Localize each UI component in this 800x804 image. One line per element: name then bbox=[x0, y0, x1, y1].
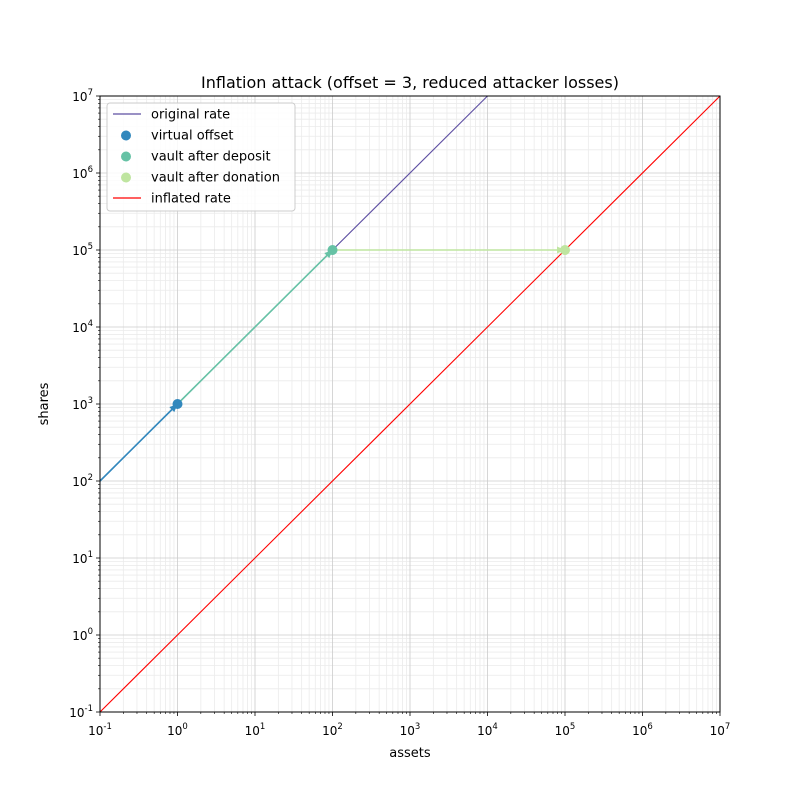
ticks: 10-1 100 101 102 103 104 105 106 107 10-1 100 101 10… bbox=[69, 88, 730, 738]
y-tick-label: 106 bbox=[72, 165, 93, 181]
legend-swatch-marker bbox=[121, 130, 131, 141]
legend-swatch-marker bbox=[121, 172, 131, 183]
x-tick-label: 104 bbox=[477, 722, 498, 738]
x-tick-label: 100 bbox=[167, 722, 188, 738]
y-tick-label: 107 bbox=[72, 88, 93, 104]
series-line-inflated-rate bbox=[99, 95, 721, 713]
legend-swatch-marker bbox=[121, 151, 131, 162]
point-vault-after-donation bbox=[560, 245, 570, 255]
y-tick-label: 103 bbox=[72, 396, 93, 412]
y-axis-label: shares bbox=[37, 382, 52, 425]
chart-title: Inflation attack (offset = 3, reduced at… bbox=[201, 73, 619, 92]
legend-box bbox=[106, 102, 296, 212]
legend-label: vault after donation bbox=[151, 171, 280, 186]
x-tick-label: 107 bbox=[710, 722, 731, 738]
y-tick-label: 100 bbox=[72, 627, 93, 643]
legend-label: virtual offset bbox=[151, 129, 233, 144]
legend-label: vault after deposit bbox=[151, 150, 271, 165]
point-virtual-offset bbox=[172, 399, 183, 409]
y-tick-label: 101 bbox=[72, 550, 93, 566]
y-tick-label: 102 bbox=[72, 473, 93, 489]
arrow-shaft bbox=[99, 403, 179, 482]
x-tick-label: 106 bbox=[632, 722, 653, 738]
x-axis-label: assets bbox=[389, 746, 431, 761]
x-tick-label: 105 bbox=[555, 722, 576, 738]
x-tick-label: 103 bbox=[400, 722, 421, 738]
x-tick-label: 102 bbox=[322, 722, 343, 738]
x-tick-label: 101 bbox=[245, 722, 266, 738]
x-tick-label: 10-1 bbox=[88, 722, 112, 738]
legend-label: original rate bbox=[151, 108, 230, 123]
chart-marks bbox=[99, 95, 721, 713]
point-vault-after-deposit bbox=[327, 245, 338, 255]
y-tick-label: 104 bbox=[72, 319, 93, 335]
y-tick-label: 105 bbox=[72, 242, 93, 258]
arrow-shaft bbox=[176, 249, 334, 405]
y-tick-label: 10-1 bbox=[69, 704, 93, 720]
legend: original rate virtual offset vault after d… bbox=[106, 102, 296, 212]
legend-label: inflated rate bbox=[151, 192, 231, 207]
